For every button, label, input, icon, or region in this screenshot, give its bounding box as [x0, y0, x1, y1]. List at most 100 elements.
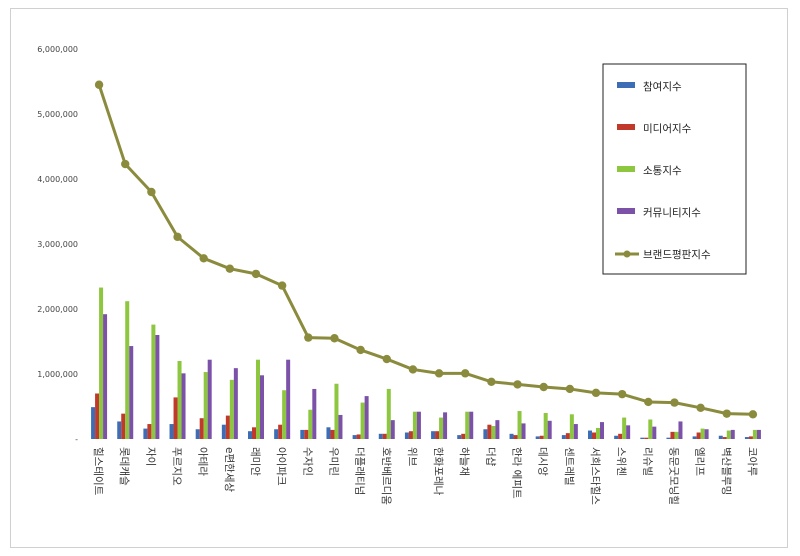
- legend-label: 브랜드평판지수: [643, 249, 711, 261]
- bar: [674, 431, 679, 439]
- x-tick-label: 한라 에피트: [511, 447, 523, 499]
- line-point: [173, 232, 182, 242]
- y-tick-label: 2,000,000: [37, 305, 78, 314]
- bar: [487, 424, 492, 439]
- bar: [439, 417, 444, 439]
- y-tick-label: 4,000,000: [37, 175, 78, 184]
- bar: [352, 435, 357, 439]
- y-tick-label: 6,000,000: [37, 45, 78, 54]
- x-tick-label: 스위첸: [615, 447, 628, 476]
- legend-label: 소통지수: [643, 165, 682, 177]
- line-point: [356, 345, 365, 355]
- bar: [469, 411, 474, 439]
- bar: [129, 346, 134, 439]
- bar: [256, 359, 260, 439]
- bar: [626, 425, 631, 439]
- bar: [435, 431, 440, 439]
- bar: [547, 420, 552, 439]
- x-tick-label: 우미린: [327, 447, 339, 476]
- x-tick-label: 래미안: [249, 447, 261, 476]
- bar: [465, 411, 470, 439]
- legend-swatch-point: [623, 250, 631, 258]
- y-tick-label: 5,000,000: [37, 110, 78, 119]
- bar: [622, 417, 627, 439]
- bar: [744, 437, 749, 439]
- x-tick-label: 데시앙: [537, 447, 549, 476]
- line-point: [617, 389, 627, 399]
- bar: [274, 429, 279, 439]
- legend-label: 커뮤니티지수: [643, 207, 701, 219]
- bar: [151, 324, 156, 439]
- bar: [181, 373, 186, 439]
- x-tick-label: 하늘채: [458, 447, 471, 476]
- brand-reputation-chart: - 1,000,000 2,000,000 3,000,000 4,000,000 5,0…: [37, 45, 761, 505]
- bar: [173, 397, 178, 439]
- line-point: [591, 388, 601, 398]
- legend-swatch: [617, 82, 635, 88]
- line-point: [565, 384, 575, 394]
- bar: [390, 420, 395, 439]
- x-tick-label: 힐스테이트: [92, 447, 105, 496]
- bar: [648, 419, 653, 439]
- bar: [304, 429, 309, 439]
- legend-swatch: [617, 166, 635, 172]
- bar: [233, 368, 238, 439]
- y-tick-label: -: [75, 435, 78, 444]
- bar: [95, 393, 100, 439]
- x-tick-label: 서희스타힐스: [589, 447, 602, 505]
- bar: [614, 435, 619, 439]
- line-point: [147, 187, 156, 197]
- bar: [752, 429, 757, 439]
- bar: [364, 396, 369, 439]
- bar: [457, 435, 462, 439]
- bar: [408, 431, 413, 439]
- line-point: [408, 365, 418, 374]
- bar: [513, 435, 518, 439]
- x-tick-label: 호반베르디움: [380, 447, 392, 505]
- y-axis: - 1,000,000 2,000,000 3,000,000 4,000,000 5,0…: [37, 45, 78, 444]
- y-tick-label: 3,000,000: [37, 240, 78, 249]
- bar: [573, 424, 578, 439]
- bar: [308, 409, 313, 439]
- bar: [356, 434, 361, 439]
- bar: [461, 433, 466, 439]
- bar: [177, 361, 182, 439]
- x-tick-label: 엘리프: [694, 447, 707, 476]
- bar: [412, 411, 417, 439]
- bar: [495, 420, 500, 439]
- bar: [539, 435, 544, 439]
- line-point: [644, 397, 653, 407]
- bar: [338, 414, 343, 439]
- bar: [704, 429, 709, 439]
- bar: [696, 432, 701, 439]
- bar: [521, 423, 526, 439]
- x-tick-label: 위브: [406, 447, 419, 467]
- x-tick-label: 벽산블루밍: [720, 447, 732, 495]
- legend-label: 미디어지수: [643, 123, 692, 135]
- line-point: [277, 281, 287, 290]
- line-point: [722, 409, 731, 418]
- x-tick-label: 리슈빌: [641, 447, 653, 476]
- bar: [565, 433, 570, 439]
- legend-swatch: [617, 124, 635, 130]
- bar: [360, 402, 365, 439]
- series-line: [97, 84, 753, 416]
- x-tick-label: 센트레빌: [563, 447, 575, 486]
- bar-series: [91, 287, 761, 439]
- x-tick-label: 자이: [144, 447, 156, 466]
- bar: [618, 433, 623, 439]
- bar: [207, 359, 212, 439]
- bar: [278, 424, 283, 439]
- bar: [103, 314, 108, 439]
- bar: [382, 433, 387, 439]
- bar: [99, 287, 104, 439]
- bar: [730, 429, 735, 439]
- y-tick-label: 1,000,000: [37, 370, 78, 379]
- bar: [195, 429, 200, 439]
- legend-label: 참여지수: [643, 81, 682, 93]
- bar: [91, 407, 96, 439]
- bar: [596, 427, 600, 439]
- legend-swatch: [617, 208, 635, 214]
- bar: [692, 436, 697, 439]
- x-tick-label: 아이파크: [275, 447, 287, 486]
